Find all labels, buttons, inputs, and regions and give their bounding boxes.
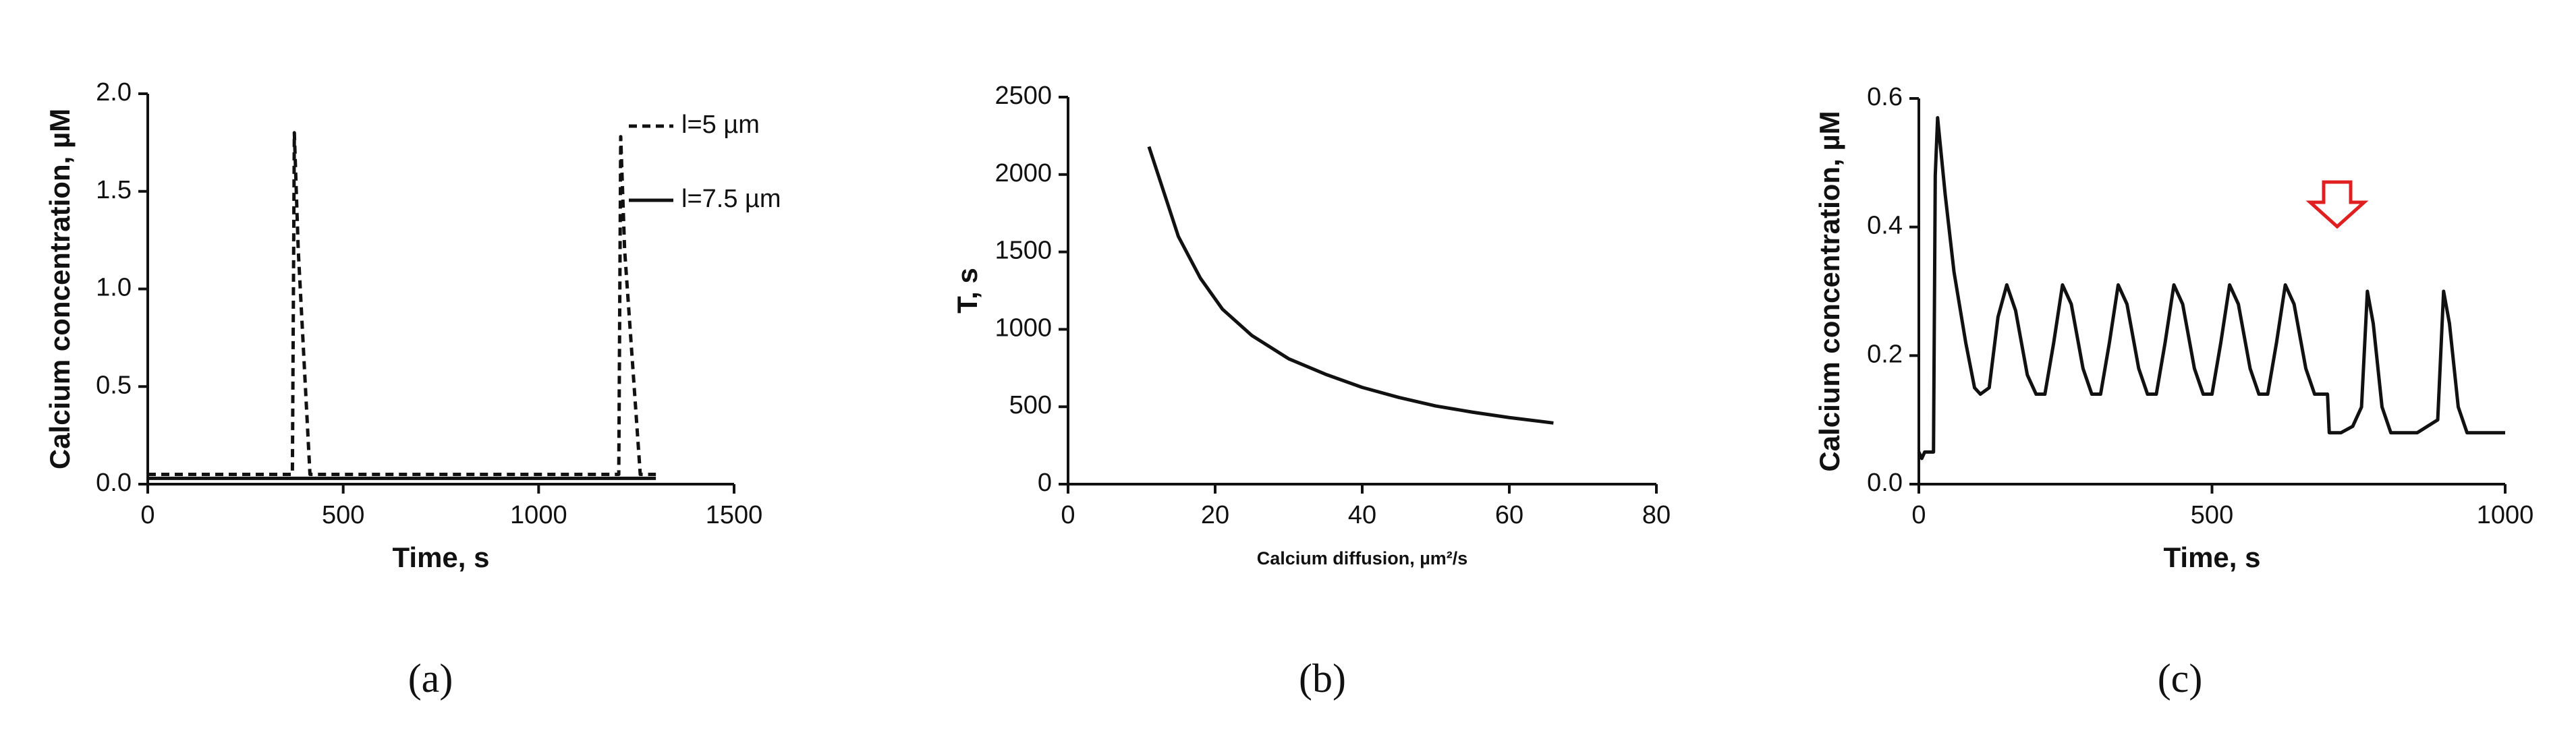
annotation-arrow	[2305, 180, 2369, 229]
x-tick-label: 500	[2191, 501, 2233, 529]
data-line	[1917, 116, 2505, 461]
y-tick-label: 500	[1009, 391, 1052, 419]
y-tick-label: 0.0	[96, 469, 132, 497]
x-tick-label: 1000	[510, 501, 567, 529]
x-axis-title: Calcium diffusion, µm²/s	[1257, 548, 1468, 568]
y-tick-label: 0.6	[1867, 83, 1903, 111]
y-tick-label: 0.5	[96, 371, 132, 399]
y-tick-label: 1.0	[96, 274, 132, 302]
panel-label: (b)	[1299, 656, 1346, 701]
y-tick-label: 1000	[995, 314, 1052, 342]
data-line	[1147, 146, 1554, 425]
x-axis-title: Time, s	[2164, 541, 2261, 573]
x-tick-label: 0	[1061, 501, 1075, 529]
x-tick-label: 80	[1642, 501, 1671, 529]
y-tick-label: 0.2	[1867, 340, 1903, 368]
y-axis-title: Calcium concentration, µM	[44, 109, 76, 469]
x-tick-label: 0	[140, 501, 155, 529]
y-axis-title: Calcium concentration, µM	[1814, 111, 1845, 471]
x-tick-label: 20	[1201, 501, 1229, 529]
y-axis-title: T, s	[951, 268, 983, 314]
x-tick-label: 1500	[706, 501, 763, 529]
y-tick-label: 1500	[995, 237, 1052, 265]
y-tick-label: 1.5	[96, 176, 132, 204]
x-tick-label: 60	[1495, 501, 1523, 529]
panel-label: (a)	[408, 656, 453, 701]
y-tick-label: 0.0	[1867, 469, 1903, 497]
x-tick-label: 40	[1348, 501, 1376, 529]
y-tick-label: 0	[1038, 469, 1052, 497]
y-tick-label: 2000	[995, 159, 1052, 187]
y-tick-label: 2500	[995, 82, 1052, 110]
x-tick-label: 1000	[2477, 501, 2534, 529]
data-line	[148, 131, 656, 477]
x-tick-label: 500	[322, 501, 364, 529]
y-tick-label: 0.4	[1867, 212, 1903, 240]
legend-label: l=7.5 µm	[681, 185, 781, 213]
y-tick-label: 2.0	[96, 78, 132, 107]
x-tick-label: 0	[1911, 501, 1926, 529]
legend-label: l=5 µm	[681, 111, 760, 139]
panel-label: (c)	[2158, 656, 2203, 701]
x-axis-title: Time, s	[393, 541, 490, 573]
